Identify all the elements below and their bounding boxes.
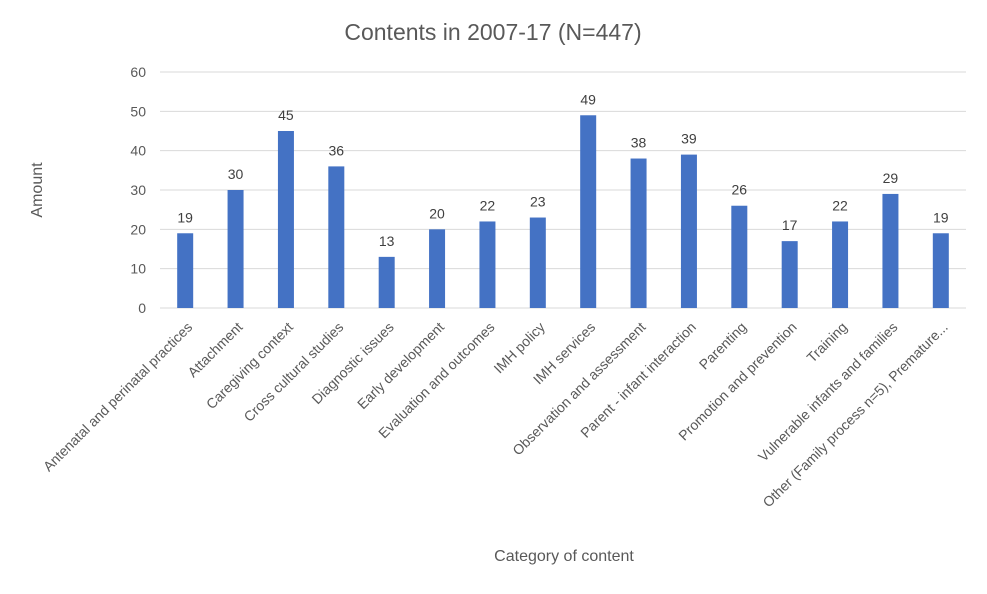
x-tick-label: Antenatal and perinatal practices [40,319,196,475]
bar [277,131,294,308]
bar [781,241,798,308]
bar [932,233,949,308]
y-tick-label: 40 [130,143,146,159]
data-label: 20 [429,205,445,221]
data-label: 26 [732,182,748,198]
x-axis-title: Category of content [494,548,634,565]
y-tick-label: 0 [138,300,146,316]
y-axis-tick-labels: 0 10 20 30 40 50 60 [130,64,146,316]
y-axis-title: Amount [29,162,46,218]
bar [479,221,496,308]
data-labels: 19 30 45 36 13 20 22 23 49 38 39 26 17 22 29 19 [177,91,948,249]
bar [429,229,446,308]
bars [177,115,949,309]
data-label: 45 [278,107,294,123]
y-tick-label: 30 [130,182,146,198]
x-tick-label: Early development [354,319,447,412]
data-label: 17 [782,217,798,233]
x-tick-label: Caregiving context [203,319,296,412]
bar [227,190,244,308]
bar [680,154,697,308]
data-label: 49 [580,91,596,107]
data-label: 19 [933,209,949,225]
bar [580,115,597,309]
x-tick-label: Other (Family process n=5), Premature... [759,319,950,510]
y-tick-label: 60 [130,64,146,80]
bar [882,193,899,308]
bar [731,205,748,308]
data-label: 39 [681,131,697,147]
x-axis-tick-labels: Antenatal and perinatal practicesAttachm… [40,319,951,511]
gridlines [160,71,966,309]
data-label: 36 [329,142,345,158]
bar [630,158,647,308]
y-tick-label: 10 [130,261,146,277]
data-label: 29 [883,170,899,186]
data-label: 22 [480,197,496,213]
data-label: 30 [228,166,244,182]
data-label: 22 [832,197,848,213]
bar [177,233,194,308]
chart-title: Contents in 2007-17 (N=447) [344,19,641,45]
bar [328,166,345,308]
x-tick-label: Cross cultural studies [240,319,346,425]
x-tick-label: Training [803,319,850,366]
data-label: 38 [631,135,647,151]
x-tick-label: Parenting [696,319,750,373]
y-tick-label: 50 [130,103,146,119]
bar [832,221,849,308]
bar [529,217,546,308]
data-label: 19 [177,209,193,225]
y-tick-label: 20 [130,221,146,237]
data-label: 13 [379,233,395,249]
data-label: 23 [530,194,546,210]
bar [378,256,395,308]
